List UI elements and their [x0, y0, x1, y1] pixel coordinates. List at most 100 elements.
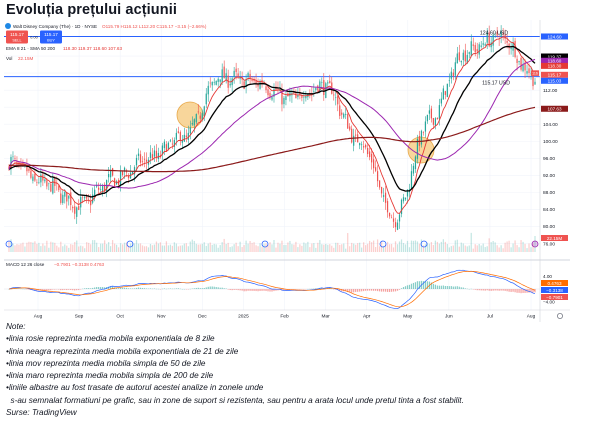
- candle-body[interactable]: [440, 98, 442, 104]
- candle-body[interactable]: [68, 195, 70, 199]
- candle-body[interactable]: [353, 135, 355, 146]
- candle-body[interactable]: [223, 66, 225, 79]
- candle-body[interactable]: [466, 54, 468, 64]
- candle-body[interactable]: [38, 182, 40, 183]
- candle-body[interactable]: [315, 87, 317, 91]
- candle-body[interactable]: [380, 187, 383, 194]
- candle-body[interactable]: [56, 183, 58, 184]
- candle-body[interactable]: [259, 80, 261, 89]
- candle-body[interactable]: [243, 81, 245, 89]
- candle-body[interactable]: [94, 189, 96, 197]
- candle-body[interactable]: [329, 80, 331, 84]
- candle-body[interactable]: [249, 73, 251, 80]
- candle-body[interactable]: [32, 176, 34, 181]
- candle-body[interactable]: [197, 111, 199, 113]
- candle-body[interactable]: [70, 192, 72, 206]
- candle-body[interactable]: [484, 44, 486, 46]
- candle-body[interactable]: [34, 173, 36, 181]
- candle-body[interactable]: [76, 207, 78, 217]
- candle-body[interactable]: [151, 154, 154, 159]
- candle-body[interactable]: [265, 86, 267, 91]
- candle-body[interactable]: [271, 97, 273, 100]
- candle-body[interactable]: [442, 88, 444, 100]
- candle-body[interactable]: [245, 79, 247, 87]
- candle-body[interactable]: [438, 105, 440, 119]
- candle-body[interactable]: [321, 82, 323, 83]
- candle-body[interactable]: [195, 113, 197, 123]
- event-marker[interactable]: [5, 240, 13, 248]
- candle-body[interactable]: [30, 170, 32, 178]
- candle-body[interactable]: [480, 45, 482, 47]
- candle-body[interactable]: [253, 78, 255, 82]
- candle-body[interactable]: [534, 81, 536, 85]
- candle-body[interactable]: [490, 42, 492, 48]
- candle-body[interactable]: [426, 114, 429, 122]
- candle-body[interactable]: [28, 168, 30, 171]
- stock-chart[interactable]: 120.00116.00112.00108.00104.00100.0096.0…: [4, 20, 570, 322]
- candle-body[interactable]: [82, 197, 84, 199]
- candle-body[interactable]: [84, 197, 86, 199]
- candle-body[interactable]: [508, 43, 510, 49]
- candle-body[interactable]: [108, 174, 110, 178]
- candle-body[interactable]: [506, 40, 508, 43]
- candle-body[interactable]: [371, 153, 373, 163]
- candle-body[interactable]: [317, 85, 319, 91]
- candle-body[interactable]: [482, 43, 484, 45]
- candle-body[interactable]: [193, 119, 195, 126]
- candle-body[interactable]: [436, 118, 438, 120]
- candle-body[interactable]: [219, 79, 221, 82]
- candle-body[interactable]: [251, 79, 253, 81]
- candle-body[interactable]: [109, 170, 112, 178]
- candle-body[interactable]: [58, 185, 60, 191]
- candle-body[interactable]: [502, 33, 504, 35]
- candle-body[interactable]: [239, 77, 241, 79]
- candle-body[interactable]: [213, 82, 215, 83]
- candle-body[interactable]: [378, 180, 381, 188]
- candle-body[interactable]: [285, 96, 287, 100]
- candle-body[interactable]: [464, 50, 466, 62]
- candle-body[interactable]: [347, 114, 349, 129]
- candle-body[interactable]: [372, 159, 375, 169]
- candle-body[interactable]: [468, 52, 470, 54]
- candle-body[interactable]: [305, 95, 307, 99]
- candle-body[interactable]: [191, 122, 193, 125]
- candle-body[interactable]: [295, 92, 297, 99]
- candle-body[interactable]: [351, 128, 353, 143]
- candle-body[interactable]: [313, 90, 315, 92]
- candle-body[interactable]: [458, 52, 460, 61]
- candle-body[interactable]: [64, 191, 66, 197]
- candle-body[interactable]: [60, 193, 62, 203]
- candle-body[interactable]: [361, 144, 363, 146]
- candle-body[interactable]: [12, 156, 14, 158]
- candle-body[interactable]: [400, 199, 403, 215]
- candle-body[interactable]: [345, 114, 347, 115]
- candle-body[interactable]: [209, 82, 211, 84]
- candle-body[interactable]: [143, 158, 146, 160]
- candle-body[interactable]: [92, 194, 94, 203]
- candle-body[interactable]: [237, 73, 239, 77]
- event-marker[interactable]: [420, 240, 428, 248]
- candle-body[interactable]: [229, 83, 231, 86]
- candle-body[interactable]: [349, 126, 351, 130]
- candle-body[interactable]: [111, 168, 114, 176]
- candle-body[interactable]: [492, 35, 494, 46]
- candle-body[interactable]: [367, 147, 369, 155]
- candle-body[interactable]: [365, 144, 367, 148]
- candle-body[interactable]: [255, 80, 257, 84]
- candle-body[interactable]: [376, 171, 379, 182]
- candle-body[interactable]: [211, 81, 213, 86]
- candle-body[interactable]: [319, 81, 321, 93]
- candle-body[interactable]: [460, 60, 462, 63]
- candlesticks[interactable]: [8, 25, 536, 233]
- candle-body[interactable]: [141, 161, 144, 162]
- candle-body[interactable]: [283, 97, 285, 105]
- candle-body[interactable]: [494, 33, 496, 35]
- candle-body[interactable]: [355, 134, 357, 136]
- candle-body[interactable]: [406, 189, 409, 197]
- candle-body[interactable]: [402, 197, 405, 202]
- candle-body[interactable]: [528, 68, 530, 74]
- candle-body[interactable]: [520, 57, 522, 70]
- candle-body[interactable]: [98, 187, 100, 190]
- candle-body[interactable]: [40, 174, 42, 183]
- candle-body[interactable]: [293, 91, 295, 94]
